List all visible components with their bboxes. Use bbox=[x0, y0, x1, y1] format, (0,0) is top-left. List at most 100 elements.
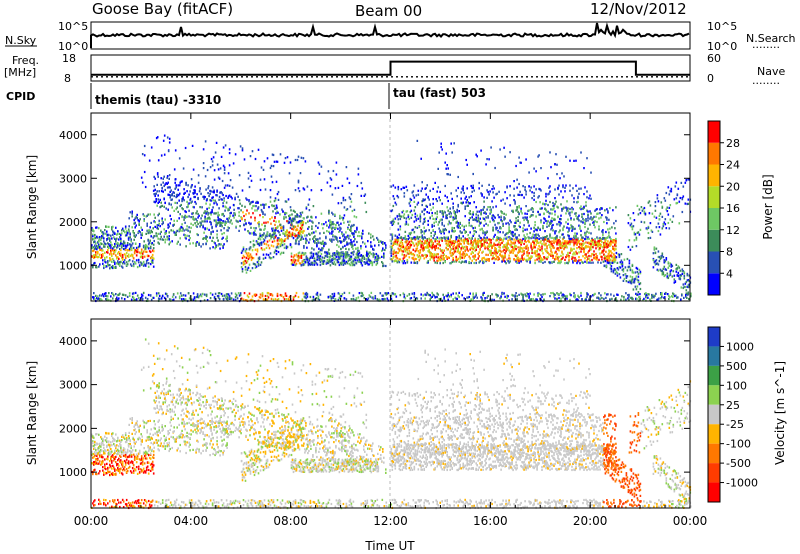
echo-cell bbox=[682, 283, 685, 286]
echo-cell bbox=[305, 241, 307, 245]
echo-cell bbox=[103, 264, 105, 267]
echo-cell bbox=[290, 219, 292, 222]
echo-cell bbox=[143, 245, 146, 248]
echo-cell bbox=[346, 262, 349, 265]
echo-cell bbox=[398, 258, 401, 261]
cpid-panel: CPID themis (tau) -3310 tau (fast) 503 bbox=[6, 83, 486, 109]
echo-cell bbox=[256, 248, 259, 251]
echo-cell bbox=[347, 259, 350, 262]
echo-cell bbox=[258, 242, 261, 245]
echo-cell bbox=[427, 219, 429, 223]
echo-cell bbox=[335, 237, 337, 240]
echo-cell bbox=[275, 227, 277, 230]
echo-cell bbox=[147, 254, 150, 258]
echo-cell bbox=[395, 251, 398, 254]
echo-cell bbox=[608, 259, 610, 262]
echo-cell bbox=[155, 200, 157, 203]
echo-cell bbox=[534, 259, 536, 262]
echo-cell bbox=[115, 293, 117, 296]
echo-cell bbox=[282, 232, 284, 235]
echo-cell bbox=[104, 259, 106, 262]
echo-cell bbox=[526, 233, 528, 236]
echo-cell bbox=[481, 243, 483, 246]
echo-cell bbox=[403, 254, 406, 257]
echo-cell bbox=[249, 202, 251, 205]
echo-cell bbox=[554, 213, 556, 216]
echo-cell bbox=[226, 235, 228, 238]
echo-cell bbox=[181, 226, 183, 229]
echo-cell bbox=[418, 242, 421, 245]
echo-cell bbox=[403, 186, 406, 189]
echo-cell bbox=[497, 250, 499, 253]
echo-cell bbox=[333, 261, 336, 264]
echo-cell bbox=[109, 257, 111, 260]
echo-cell bbox=[160, 177, 162, 180]
echo-cell bbox=[587, 245, 589, 248]
echo-cell bbox=[398, 233, 401, 236]
echo-cell bbox=[328, 248, 330, 251]
echo-cell bbox=[318, 258, 321, 262]
echo-cell bbox=[403, 256, 406, 259]
echo-cell bbox=[172, 191, 174, 194]
echo-cell bbox=[323, 245, 325, 248]
echo-cell bbox=[452, 258, 454, 262]
echo-cell bbox=[184, 216, 186, 219]
echo-cell bbox=[466, 241, 468, 244]
echo-cell bbox=[343, 221, 345, 224]
echo-cell bbox=[580, 234, 582, 237]
echo-cell bbox=[647, 231, 650, 235]
echo-cell bbox=[581, 213, 583, 216]
echo-cell bbox=[257, 222, 259, 225]
echo-cell bbox=[261, 223, 263, 226]
echo-cell bbox=[168, 238, 170, 241]
echo-cell bbox=[212, 190, 214, 193]
echo-cell bbox=[333, 238, 335, 241]
echo-cell bbox=[309, 263, 312, 266]
echo-cell bbox=[296, 238, 298, 241]
echo-cell bbox=[589, 194, 591, 197]
echo-cell bbox=[573, 218, 575, 221]
echo-cell bbox=[207, 187, 209, 190]
echo-cell bbox=[220, 229, 222, 232]
echo-cell bbox=[638, 208, 641, 211]
echo-cell bbox=[430, 251, 432, 255]
echo-cell bbox=[264, 227, 266, 230]
echo-cell bbox=[204, 196, 206, 199]
echo-cell bbox=[391, 238, 394, 241]
echo-cell bbox=[658, 226, 661, 229]
echo-cell bbox=[313, 236, 315, 239]
echo-cell bbox=[141, 234, 143, 237]
echo-cell bbox=[500, 227, 502, 230]
echo-cell bbox=[395, 238, 398, 241]
echo-cell bbox=[450, 240, 452, 243]
echo-cell bbox=[526, 212, 528, 215]
echo-cell bbox=[668, 227, 671, 230]
echo-cell bbox=[487, 206, 489, 209]
echo-cell bbox=[449, 238, 451, 241]
echo-cell bbox=[378, 240, 380, 244]
echo-cell bbox=[195, 244, 197, 247]
echo-cell bbox=[425, 246, 427, 249]
echo-cell bbox=[109, 267, 111, 270]
echo-cell bbox=[126, 255, 129, 258]
echo-cell bbox=[446, 239, 448, 242]
echo-cell bbox=[180, 225, 182, 229]
echo-cell bbox=[501, 260, 503, 263]
echo-cell bbox=[619, 276, 622, 279]
echo-cell bbox=[180, 203, 182, 207]
echo-cell bbox=[416, 235, 419, 238]
echo-cell bbox=[339, 252, 342, 255]
echo-cell bbox=[668, 193, 671, 196]
echo-cell bbox=[414, 215, 417, 218]
echo-cell bbox=[429, 203, 431, 206]
echo-cell bbox=[214, 247, 216, 250]
echo-cell bbox=[602, 260, 605, 263]
echo-cell bbox=[683, 275, 686, 278]
echo-cell bbox=[105, 232, 107, 235]
echo-cell bbox=[308, 241, 310, 244]
echo-cell bbox=[580, 220, 582, 223]
echo-cell bbox=[465, 239, 467, 242]
echo-cell bbox=[402, 262, 405, 265]
echo-cell bbox=[475, 216, 477, 219]
echo-cell bbox=[354, 261, 357, 264]
